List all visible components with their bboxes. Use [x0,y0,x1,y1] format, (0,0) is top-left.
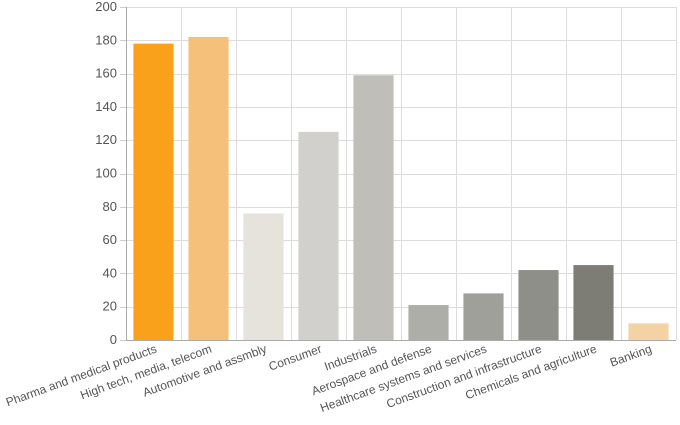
axis-layer [126,7,676,341]
bar-layer [133,36,669,340]
x-category-label: Consumer [267,342,324,374]
bar [463,293,504,340]
bar [243,213,284,340]
bar [133,43,174,340]
y-axis-tick-labels: 0 20 40 60 80 100 120 140 160 180 200 [95,0,117,347]
y-tick-label: 20 [103,299,117,314]
y-tick-label: 120 [95,132,117,147]
bar [518,270,559,340]
y-tick-label: 60 [103,232,117,247]
x-category-label: Banking [608,342,654,370]
bar [628,323,669,340]
y-tick-label: 180 [95,32,117,47]
bar [408,305,449,340]
y-tick-label: 140 [95,99,117,114]
bar [573,265,614,340]
y-tick-label: 40 [103,265,117,280]
y-tick-label: 0 [110,332,117,347]
bar [188,36,229,340]
bar [353,75,394,340]
y-tick-label: 200 [95,0,117,14]
bar [298,131,339,340]
y-tick-label: 80 [103,199,117,214]
y-tick-label: 160 [95,66,117,81]
y-tick-label: 100 [95,166,117,181]
